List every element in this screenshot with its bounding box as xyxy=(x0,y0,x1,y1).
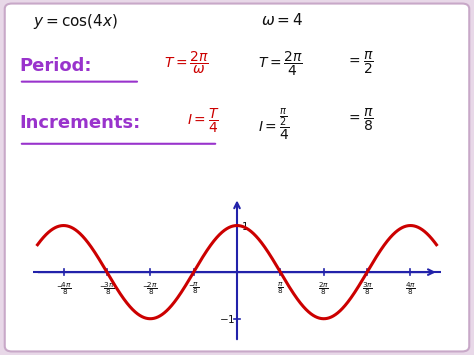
FancyBboxPatch shape xyxy=(5,4,469,351)
Text: $I=\dfrac{T}{4}$: $I=\dfrac{T}{4}$ xyxy=(187,106,220,135)
Text: $-\!\dfrac{2\pi}{8}$: $-\!\dfrac{2\pi}{8}$ xyxy=(142,280,158,297)
Text: $-\!\dfrac{4\pi}{8}$: $-\!\dfrac{4\pi}{8}$ xyxy=(55,280,72,297)
Text: $y=\cos\!\left(4x\right)$: $y=\cos\!\left(4x\right)$ xyxy=(33,12,118,32)
Text: $=\dfrac{\pi}{2}$: $=\dfrac{\pi}{2}$ xyxy=(346,50,374,76)
Text: $-1$: $-1$ xyxy=(219,313,236,325)
Text: $-\!\dfrac{\pi}{8}$: $-\!\dfrac{\pi}{8}$ xyxy=(188,280,200,296)
Text: $1$: $1$ xyxy=(241,219,249,231)
Text: $T=\dfrac{2\pi}{4}$: $T=\dfrac{2\pi}{4}$ xyxy=(258,50,303,78)
Text: $\dfrac{2\pi}{8}$: $\dfrac{2\pi}{8}$ xyxy=(318,280,329,297)
Text: Increments:: Increments: xyxy=(19,114,140,132)
Text: $\omega=4$: $\omega=4$ xyxy=(261,12,303,28)
Text: $=\dfrac{\pi}{8}$: $=\dfrac{\pi}{8}$ xyxy=(346,106,374,133)
Text: Period:: Period: xyxy=(19,57,91,75)
Text: $\dfrac{4\pi}{8}$: $\dfrac{4\pi}{8}$ xyxy=(405,280,416,297)
Text: $I=\dfrac{\frac{\pi}{2}}{4}$: $I=\dfrac{\frac{\pi}{2}}{4}$ xyxy=(258,106,290,143)
Text: $-\!\dfrac{3\pi}{8}$: $-\!\dfrac{3\pi}{8}$ xyxy=(99,280,115,297)
Text: $\dfrac{3\pi}{8}$: $\dfrac{3\pi}{8}$ xyxy=(362,280,373,297)
Text: $T=\dfrac{2\pi}{\omega}$: $T=\dfrac{2\pi}{\omega}$ xyxy=(164,50,209,76)
Text: $\dfrac{\pi}{8}$: $\dfrac{\pi}{8}$ xyxy=(277,280,283,296)
